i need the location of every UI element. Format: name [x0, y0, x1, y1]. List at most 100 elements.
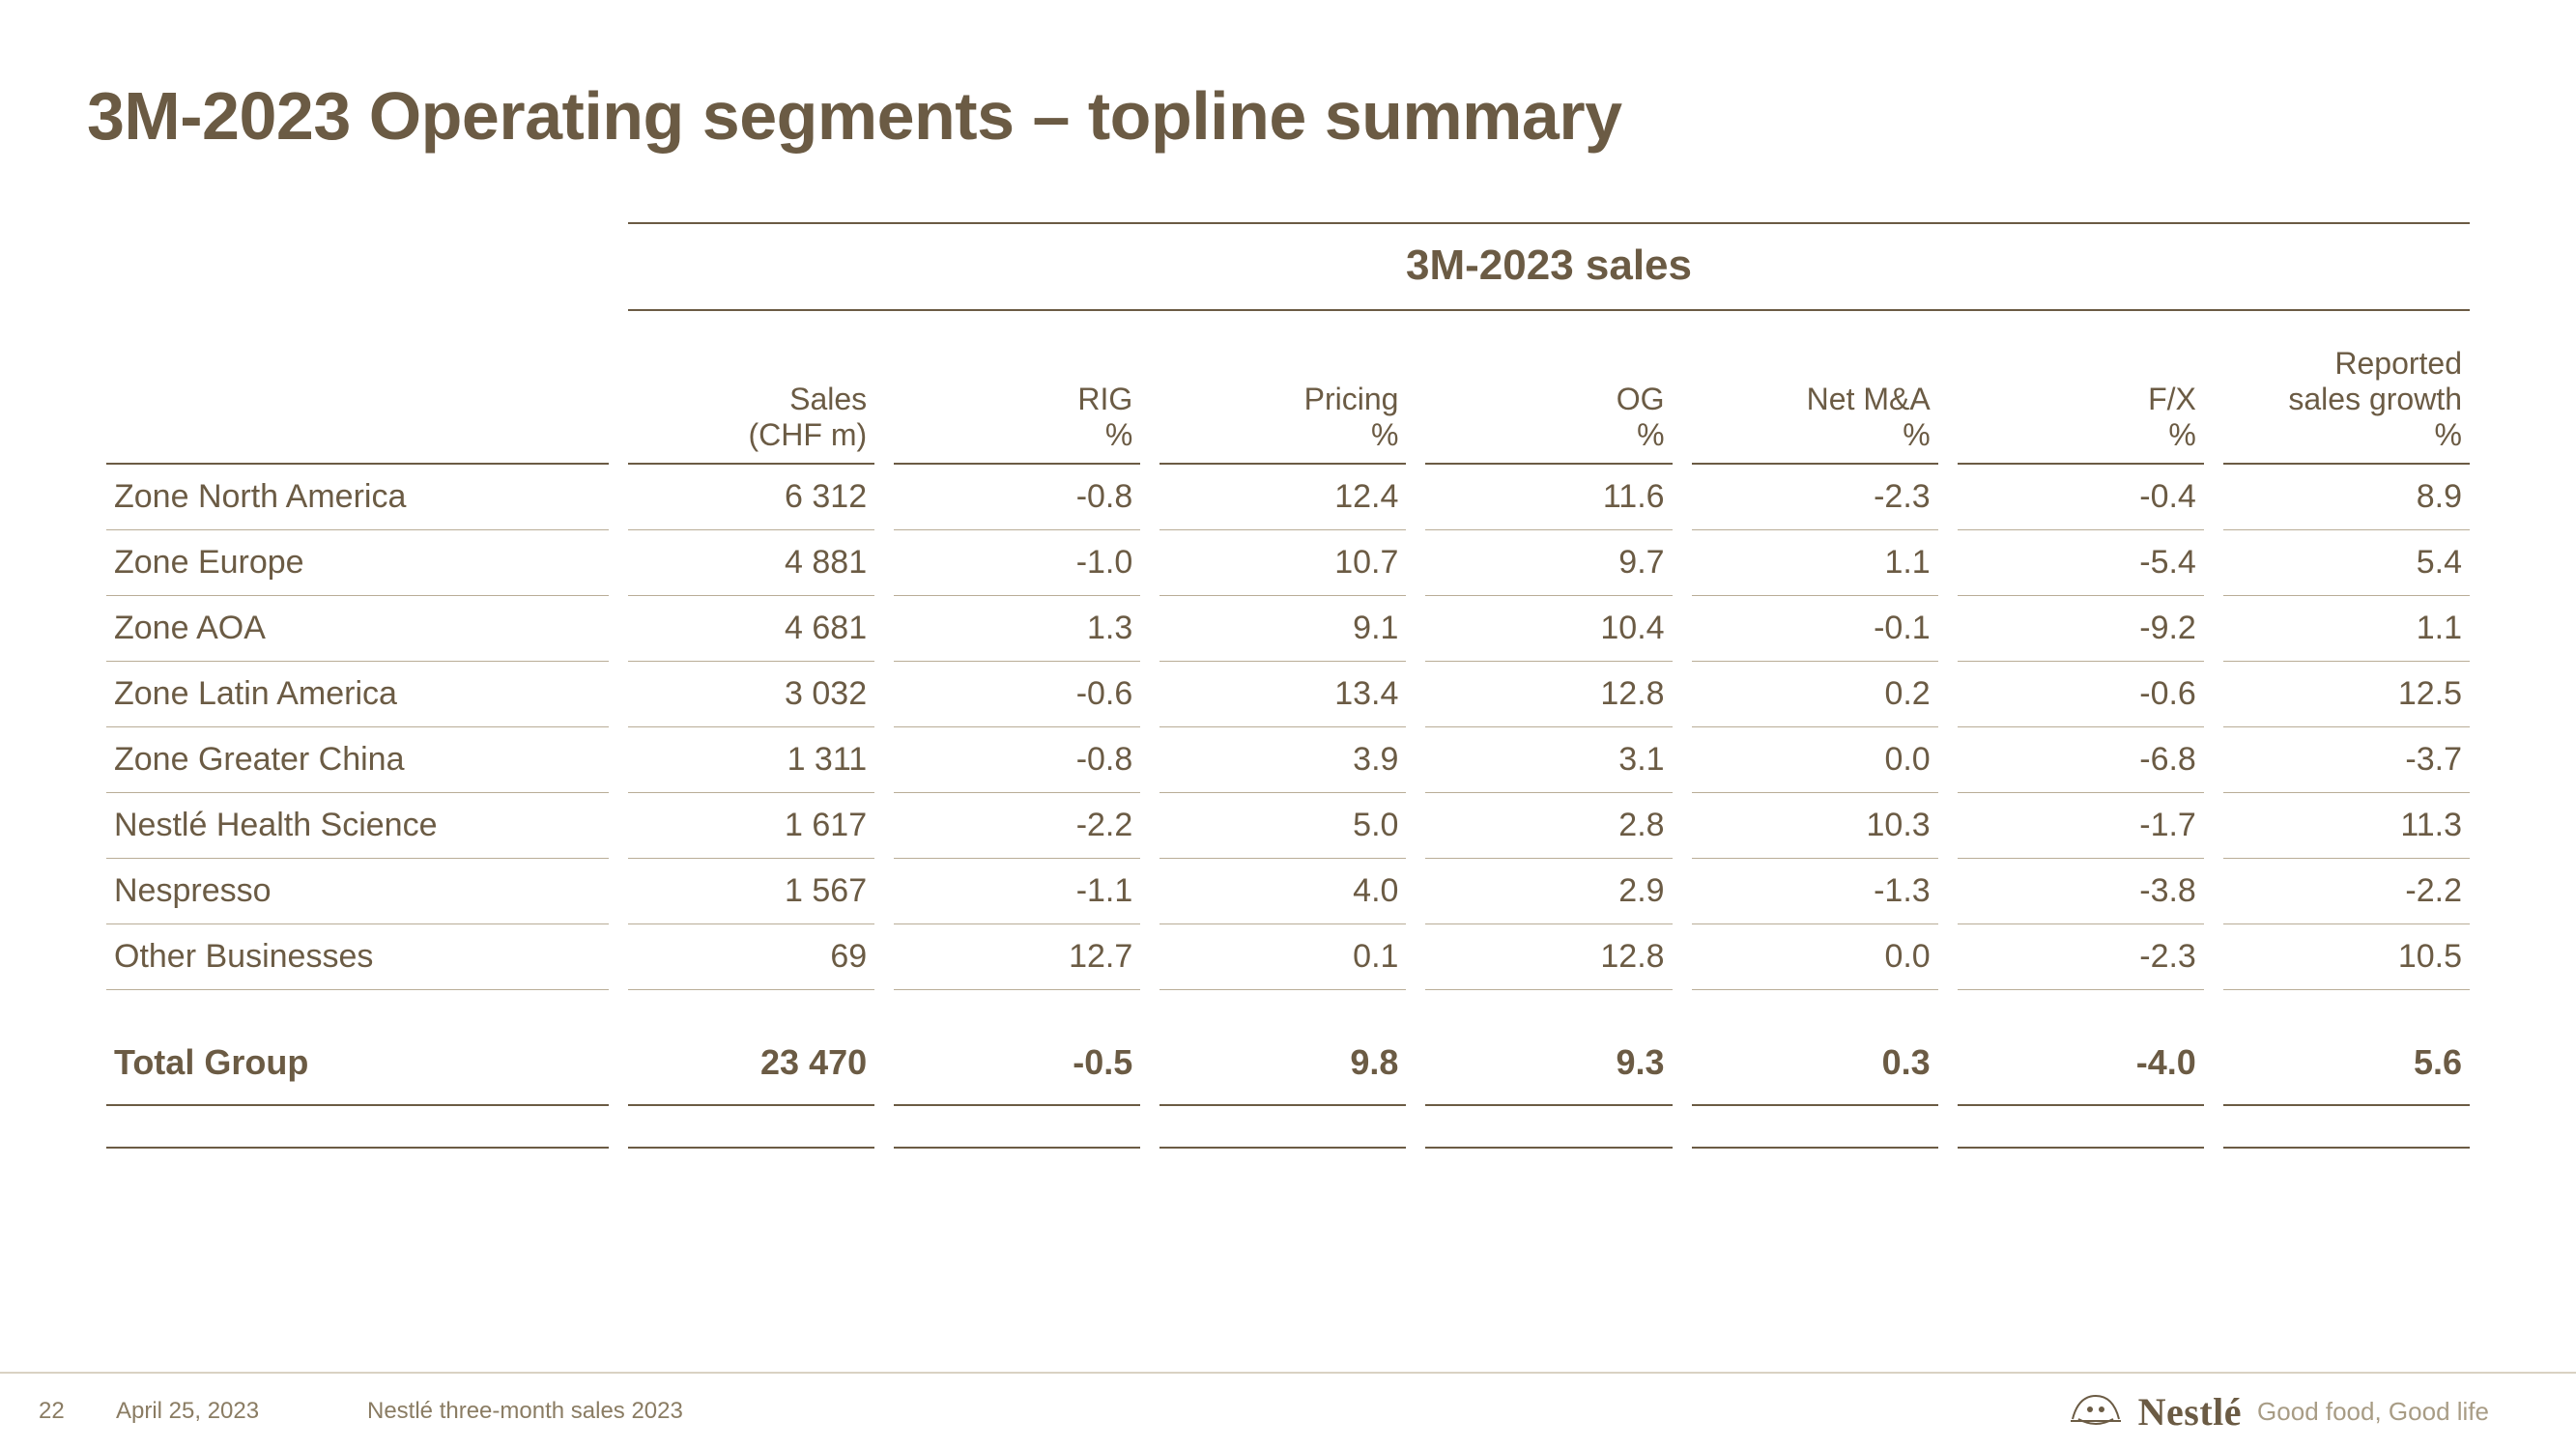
table-spacer-row — [106, 990, 2470, 1027]
cell: -5.4 — [1958, 530, 2204, 596]
cell: -0.6 — [1958, 662, 2204, 727]
total-cell: -4.0 — [1958, 1027, 2204, 1106]
col-header-sales: Sales (CHF m) — [628, 311, 874, 465]
total-cell: -0.5 — [894, 1027, 1140, 1106]
row-label: Zone Europe — [106, 530, 609, 596]
row-label: Nestlé Health Science — [106, 793, 609, 859]
total-cell: 9.8 — [1159, 1027, 1406, 1106]
col-header-pricing: Pricing % — [1159, 311, 1406, 465]
cell: 8.9 — [2223, 465, 2470, 530]
table-bottom-rule — [106, 1106, 2470, 1149]
table-corner-empty — [106, 222, 609, 311]
cell: 11.6 — [1425, 465, 1672, 530]
cell: -2.2 — [894, 793, 1140, 859]
cell: 0.0 — [1692, 924, 1938, 990]
col-header-og: OG % — [1425, 311, 1672, 465]
cell: -3.7 — [2223, 727, 2470, 793]
table-row: Zone North America6 312-0.812.411.6-2.3-… — [106, 465, 2470, 530]
cell: 3.9 — [1159, 727, 1406, 793]
col-header-rig: RIG % — [894, 311, 1140, 465]
col-header-fx: F/X % — [1958, 311, 2204, 465]
cell: 4 681 — [628, 596, 874, 662]
row-label: Zone Greater China — [106, 727, 609, 793]
cell: 11.3 — [2223, 793, 2470, 859]
table-rowhead-header — [106, 311, 609, 465]
cell: -0.8 — [894, 727, 1140, 793]
cell: 3.1 — [1425, 727, 1672, 793]
table-body: Zone North America6 312-0.812.411.6-2.3-… — [106, 465, 2470, 1149]
total-cell: 0.3 — [1692, 1027, 1938, 1106]
cell: 0.0 — [1692, 727, 1938, 793]
cell: 6 312 — [628, 465, 874, 530]
cell: -2.3 — [1692, 465, 1938, 530]
footer-date: April 25, 2023 — [116, 1398, 367, 1425]
cell: 5.0 — [1159, 793, 1406, 859]
col-header-reported: Reported sales growth % — [2223, 311, 2470, 465]
col-header-netma: Net M&A % — [1692, 311, 1938, 465]
row-label: Zone North America — [106, 465, 609, 530]
cell: 12.7 — [894, 924, 1140, 990]
page-number: 22 — [39, 1398, 116, 1425]
cell: -2.3 — [1958, 924, 2204, 990]
table-row: Zone Greater China 1 311 -0.8 3.9 3.1 0.0 -6.8… — [106, 727, 2470, 793]
total-label: Total Group — [106, 1027, 609, 1106]
row-label: Nespresso — [106, 859, 609, 924]
page-title: 3M-2023 Operating segments – topline sum… — [87, 77, 2489, 155]
cell: 12.8 — [1425, 662, 1672, 727]
cell: -1.7 — [1958, 793, 2204, 859]
brand-nest-icon — [2069, 1390, 2123, 1433]
cell: 10.7 — [1159, 530, 1406, 596]
brand-wordmark: Nestlé — [2138, 1389, 2242, 1435]
table-column-header-row: Sales (CHF m) RIG % Pricing % OG % — [106, 311, 2470, 465]
footer-description: Nestlé three-month sales 2023 — [367, 1398, 683, 1425]
table-super-header: 3M-2023 sales — [628, 222, 2470, 311]
row-label: Zone Latin America — [106, 662, 609, 727]
cell: 4.0 — [1159, 859, 1406, 924]
cell: 10.4 — [1425, 596, 1672, 662]
table-total-row: Total Group23 470-0.59.89.30.3-4.05.6 — [106, 1027, 2470, 1106]
table-row: Zone Europe4 881-1.010.79.71.1-5.45.4 — [106, 530, 2470, 596]
cell: 1 617 — [628, 793, 874, 859]
cell: 5.4 — [2223, 530, 2470, 596]
cell: 1.1 — [2223, 596, 2470, 662]
cell: -6.8 — [1958, 727, 2204, 793]
cell: 1 567 — [628, 859, 874, 924]
cell: 2.8 — [1425, 793, 1672, 859]
cell: -0.6 — [894, 662, 1140, 727]
total-cell: 5.6 — [2223, 1027, 2470, 1106]
table-super-header-row: 3M-2023 sales — [106, 222, 2470, 311]
cell: -0.1 — [1692, 596, 1938, 662]
cell: 1 311 — [628, 727, 874, 793]
cell: 0.2 — [1692, 662, 1938, 727]
row-label: Other Businesses — [106, 924, 609, 990]
segments-table-wrap: 3M-2023 sales Sales (CHF m) RIG % Pricin… — [87, 222, 2489, 1149]
cell: 9.7 — [1425, 530, 1672, 596]
cell: 0.1 — [1159, 924, 1406, 990]
brand-block: Nestlé Good food, Good life — [2069, 1389, 2489, 1435]
cell: -0.8 — [894, 465, 1140, 530]
table-row: Zone AOA 4 681 1.3 9.1 10.4 -0.1 -9.2 1.1 — [106, 596, 2470, 662]
brand-tagline: Good food, Good life — [2257, 1397, 2489, 1427]
cell: -9.2 — [1958, 596, 2204, 662]
table-row: Nespresso 1 567 -1.1 4.0 2.9 -1.3 -3.8 -2.2 — [106, 859, 2470, 924]
cell: 3 032 — [628, 662, 874, 727]
cell: 4 881 — [628, 530, 874, 596]
table-row: Other Businesses 69 12.7 0.1 12.8 0.0 -2.3 10.5 — [106, 924, 2470, 990]
cell: -1.3 — [1692, 859, 1938, 924]
cell: 9.1 — [1159, 596, 1406, 662]
segments-table: 3M-2023 sales Sales (CHF m) RIG % Pricin… — [87, 222, 2489, 1149]
table-row: Zone Latin America3 032-0.613.412.80.2-0… — [106, 662, 2470, 727]
slide: 3M-2023 Operating segments – topline sum… — [0, 0, 2576, 1449]
cell: -1.1 — [894, 859, 1140, 924]
cell: 69 — [628, 924, 874, 990]
cell: 10.5 — [2223, 924, 2470, 990]
cell: 1.3 — [894, 596, 1140, 662]
row-label: Zone AOA — [106, 596, 609, 662]
cell: 12.5 — [2223, 662, 2470, 727]
cell: 2.9 — [1425, 859, 1672, 924]
cell: -1.0 — [894, 530, 1140, 596]
cell: -2.2 — [2223, 859, 2470, 924]
cell: -3.8 — [1958, 859, 2204, 924]
slide-footer: 22 April 25, 2023 Nestlé three-month sal… — [0, 1372, 2576, 1449]
cell: 12.8 — [1425, 924, 1672, 990]
